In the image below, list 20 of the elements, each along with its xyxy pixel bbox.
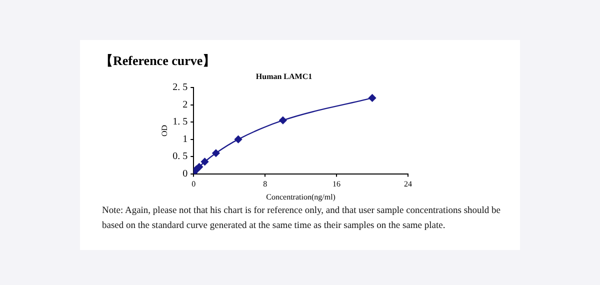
y-tick-label: 2: [182, 99, 188, 110]
y-tick-label: 2. 5: [172, 82, 188, 94]
y-tick-label: 0: [182, 168, 188, 180]
y-axis-title: OD: [160, 124, 169, 136]
x-tick-label: 16: [332, 180, 341, 189]
y-tick-label: 0. 5: [172, 151, 188, 162]
y-tick-label: 1. 5: [172, 116, 188, 128]
chart-title: 【Reference curve】: [100, 52, 216, 70]
point: [234, 136, 242, 144]
chart-subtitle: Human LAMC1: [256, 72, 312, 81]
x-tick-label: 24: [404, 180, 412, 189]
point: [368, 94, 376, 102]
x-axis-title: Concentration(ng/ml): [266, 192, 336, 202]
text: Note: Again, please not that his chart is for reference only, and that user sample concentrations should be based on the standard curve generated at the same time as their samples on the same plate.: [102, 205, 502, 233]
point: [200, 158, 209, 166]
x-tick-label: 8: [263, 180, 268, 189]
point: [212, 149, 220, 157]
y-tick-label: 1: [182, 134, 188, 145]
point: [279, 116, 287, 124]
x-tick-label: 0: [192, 180, 196, 189]
